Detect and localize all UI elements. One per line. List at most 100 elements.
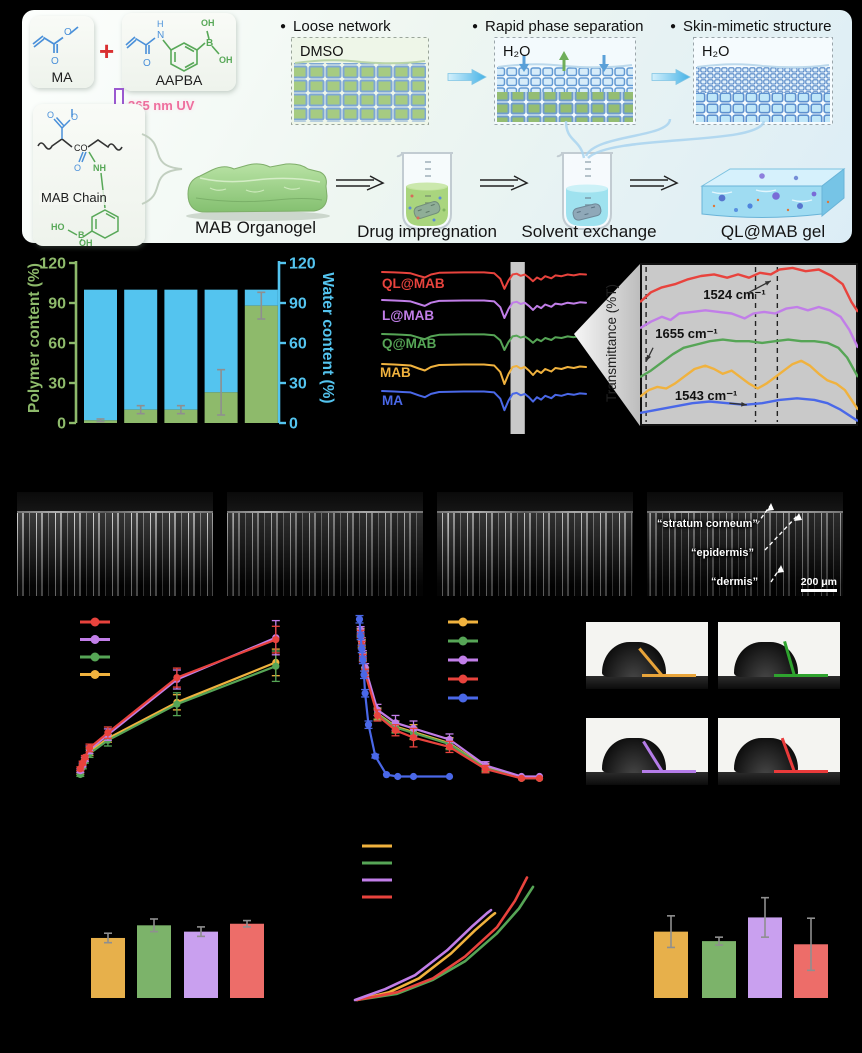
atom-label: O	[51, 56, 59, 67]
ma-label: MA	[51, 69, 73, 85]
mab-chain-structure-drawing: O O CO O NH HO B OH	[37, 109, 123, 246]
dmso-label: DMSO	[300, 44, 344, 60]
organogel-image	[186, 163, 330, 221]
sem-texture	[17, 513, 213, 596]
baseline-marker	[774, 674, 828, 677]
content-chart: 0 0 30 30 60 60 90 90 120 120	[39, 256, 316, 433]
baseline-marker	[642, 770, 696, 773]
sem-note-dermis: “dermis”	[711, 576, 759, 588]
sem-note-epidermis: “epidermis”	[691, 547, 754, 559]
network-drawing-skin-mimetic	[693, 37, 833, 125]
network-drawing-phase-separation	[494, 37, 636, 125]
sem-annotation-arrows	[756, 503, 802, 583]
ma-structure-drawing: O O	[32, 26, 79, 67]
sem-surface-line	[17, 511, 213, 513]
network-box-phase-separation: H₂O	[494, 37, 636, 125]
aapba-molecule-box: H N O B OH OH AAPBA	[122, 13, 236, 91]
svg-text:90: 90	[289, 296, 307, 313]
step-arrow-icon	[480, 175, 529, 191]
line-chart-left	[76, 617, 280, 779]
zoom-funnel	[574, 264, 640, 426]
ftir-zoom-chart: 1524 cm⁻¹ 1655 cm⁻¹ 1543 cm⁻¹	[640, 263, 858, 426]
blue-arrow-icon	[447, 68, 487, 86]
sem-texture	[647, 513, 843, 596]
sem-scalebar-line	[800, 589, 837, 592]
sem-texture	[437, 513, 633, 596]
contact-angle-image	[586, 622, 708, 689]
atom-label: O	[71, 112, 78, 122]
step-label-solvent: Solvent exchange	[521, 222, 657, 241]
atom-label: OH	[79, 238, 93, 246]
sem-surface-line	[437, 511, 633, 513]
ftir-series-label: MA	[382, 393, 403, 408]
sem-scalebar: 200 μm	[800, 576, 837, 592]
mab-chain-box: O O CO O NH HO B OH MAB Chain	[33, 104, 145, 246]
schematic-panel: O O MA + H N O B OH OH AAP	[22, 10, 852, 246]
atom-label: B	[78, 230, 85, 240]
step-label-drug: Drug impregnation	[357, 222, 497, 241]
step-label-qlmab: QL@MAB gel	[720, 222, 826, 241]
contact-angle-image	[718, 622, 840, 689]
plus-sign: +	[99, 36, 115, 66]
svg-text:1655 cm⁻¹: 1655 cm⁻¹	[655, 326, 718, 341]
atom-label: B	[206, 38, 213, 49]
svg-text:90: 90	[48, 296, 66, 313]
svg-text:60: 60	[289, 336, 307, 353]
contact-angle-image	[718, 718, 840, 785]
atom-label: O	[143, 58, 151, 69]
sem-image-4: “stratum corneum” “epidermis” “dermis” 2…	[647, 492, 843, 596]
substrate	[718, 676, 840, 689]
svg-text:30: 30	[48, 376, 66, 393]
svg-text:120: 120	[39, 256, 66, 273]
atom-label: N	[157, 30, 164, 41]
bullet-loose-network: Loose network	[280, 18, 391, 35]
ftir-series-label: MAB	[380, 365, 411, 380]
ftir-series-label: L@MAB	[382, 308, 435, 323]
network-box-skin-mimetic: H₂O	[693, 37, 833, 125]
atom-label: OH	[219, 55, 233, 65]
atom-label: CO	[74, 143, 88, 153]
water-droplet	[602, 738, 666, 773]
svg-text:1524 cm⁻¹: 1524 cm⁻¹	[703, 287, 766, 302]
uv-label: 365 nm UV	[128, 98, 195, 113]
sem-texture	[227, 513, 423, 596]
step-arrow-icon	[336, 175, 385, 191]
sem-image-3	[437, 492, 633, 596]
bar-chart-right	[654, 896, 828, 998]
step-arrow-icon	[630, 175, 679, 191]
svg-text:1543 cm⁻¹: 1543 cm⁻¹	[675, 388, 738, 403]
mab-chain-label: MAB Chain	[39, 190, 109, 205]
atom-label: O	[64, 27, 72, 38]
atom-label: O	[47, 110, 54, 120]
ftir-series-label: Q@MAB	[382, 336, 437, 351]
blue-arrow-icon	[651, 68, 691, 86]
atom-label: O	[74, 163, 81, 173]
beaker-drug-impregnation	[396, 152, 453, 230]
svg-text:120: 120	[289, 256, 316, 273]
contact-angle-image	[586, 718, 708, 785]
water-droplet	[602, 642, 666, 677]
atom-label: HO	[51, 222, 65, 232]
solvent-stream-lines	[564, 118, 766, 159]
substrate	[586, 676, 708, 689]
line-chart-middle	[355, 614, 544, 782]
network-box-dmso: DMSO	[291, 37, 429, 125]
svg-text:30: 30	[289, 376, 307, 393]
ftir-chart	[381, 262, 587, 434]
water-axis-title: Water content (%)	[319, 272, 336, 404]
sem-image-2	[227, 492, 423, 596]
bar-chart-left	[91, 918, 264, 998]
svg-text:0: 0	[289, 416, 298, 433]
sem-surface-line	[227, 511, 423, 513]
sem-image-1	[17, 492, 213, 596]
qlmab-gel-image	[700, 167, 846, 218]
sem-surface-band	[17, 492, 213, 512]
h2o-label: H₂O	[702, 44, 730, 60]
sem-surface-band	[647, 492, 843, 512]
substrate	[586, 772, 708, 785]
ftir-series-label: QL@MAB	[382, 276, 445, 291]
curve-chart-middle	[353, 844, 535, 1002]
brace-connector	[141, 133, 183, 205]
bullet-skin-mimetic: Skin-mimetic structure	[670, 18, 831, 35]
